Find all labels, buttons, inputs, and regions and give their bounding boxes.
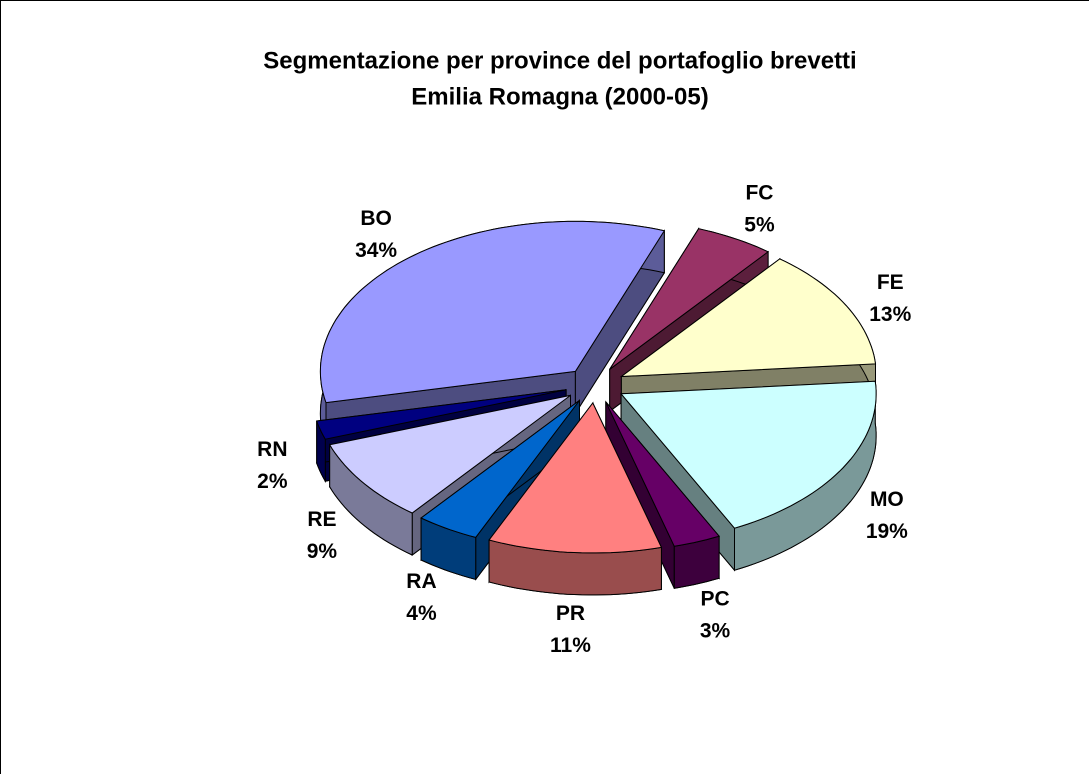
slice-top bbox=[488, 402, 663, 554]
slice-top bbox=[328, 394, 571, 514]
chart-title: Emilia Romagna (2000-05) bbox=[411, 83, 708, 110]
slice-top bbox=[319, 220, 666, 404]
slice-label: FC bbox=[745, 182, 773, 205]
pie-slice bbox=[488, 401, 663, 596]
slice-value-label: 19% bbox=[866, 520, 908, 543]
slice-label: MO bbox=[870, 488, 904, 511]
slice-label: RA bbox=[406, 570, 436, 593]
slice-value-label: 5% bbox=[744, 214, 775, 237]
slice-label: PR bbox=[556, 602, 585, 625]
slice-label: BO bbox=[360, 207, 392, 230]
slice-top bbox=[420, 399, 580, 538]
chart-title: Segmentazione per province del portafogl… bbox=[263, 47, 856, 74]
slice-value-label: 9% bbox=[307, 540, 338, 563]
slice-value-label: 13% bbox=[869, 303, 911, 326]
slice-value-label: 34% bbox=[355, 239, 397, 262]
slice-label: RN bbox=[257, 438, 287, 461]
slice-top bbox=[620, 380, 877, 529]
slice-label: PC bbox=[700, 588, 729, 611]
slice-top bbox=[316, 389, 567, 440]
slice-top bbox=[605, 401, 720, 547]
pie-slice bbox=[620, 380, 877, 572]
slice-label: RE bbox=[307, 508, 336, 531]
slice-top bbox=[609, 228, 770, 370]
slice-value-label: 11% bbox=[550, 634, 591, 657]
slice-label: FE bbox=[877, 271, 904, 294]
slice-value-label: 3% bbox=[700, 620, 731, 643]
slice-value-label: 2% bbox=[257, 470, 288, 493]
slice-value-label: 4% bbox=[406, 602, 437, 625]
slice-top bbox=[619, 258, 877, 378]
